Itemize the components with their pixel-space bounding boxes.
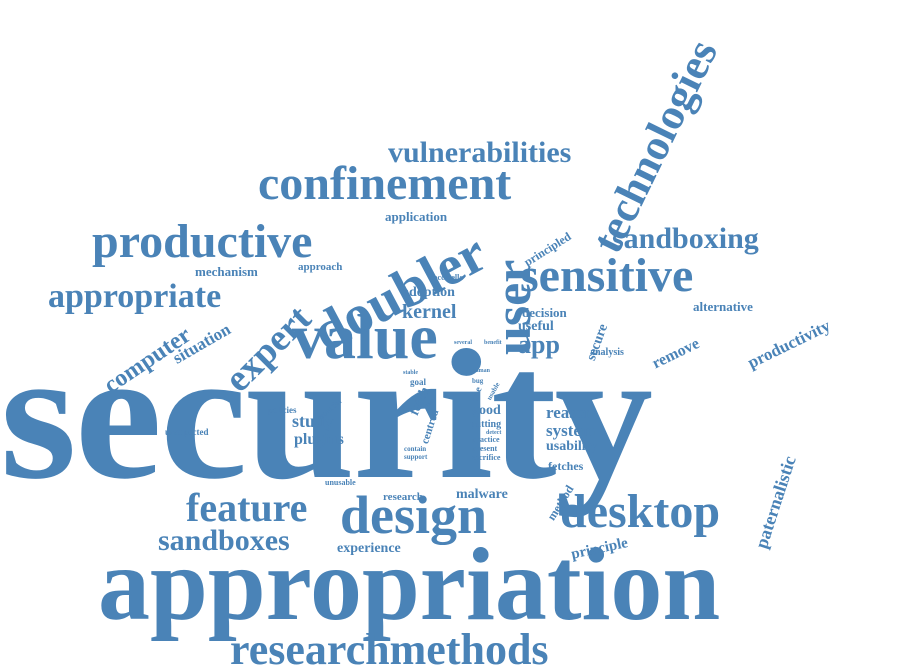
word-detect: detect: [486, 430, 502, 436]
word-appropriation: appropriation: [98, 527, 721, 642]
word-fetches: fetches: [548, 459, 584, 473]
word-malware: malware: [456, 487, 508, 502]
word-experience: experience: [337, 541, 401, 556]
word-contain: contain: [404, 445, 427, 453]
word-coccinelle: coccinelle: [430, 273, 463, 282]
word-appropriate: appropriate: [48, 278, 222, 315]
word-benefit: benefit: [484, 340, 502, 346]
word-policies: policies: [268, 405, 297, 415]
word-unusable: unusable: [325, 478, 356, 487]
word-plugins: plugins: [294, 431, 344, 448]
word-unexpected: unexpected: [165, 427, 209, 437]
word-productivity: productivity: [744, 315, 834, 373]
word-app: app: [518, 330, 560, 359]
word-practice: practice: [472, 435, 500, 444]
word-decision: decision: [522, 305, 567, 320]
word-bug: bug: [472, 377, 484, 385]
word-paternalistic: paternalistic: [751, 453, 800, 551]
word-researchmethods: researchmethods: [230, 625, 549, 671]
word-sacrifice: sacrifice: [472, 453, 501, 462]
word-sandboxes: sandboxes: [158, 524, 290, 557]
word-application: application: [385, 209, 448, 224]
word-goal: goal: [410, 377, 427, 387]
word-desktop: desktop: [560, 485, 721, 538]
word-productive: productive: [92, 215, 313, 268]
word-usability: usability: [546, 439, 598, 454]
word-present: present: [472, 444, 498, 453]
word-stable: stable: [403, 370, 418, 376]
word-mechanism: mechanism: [195, 264, 258, 279]
word-design: design: [340, 485, 488, 545]
word-several: several: [454, 340, 472, 346]
word-remove: remove: [649, 335, 703, 373]
word-kernel: kernel: [402, 301, 457, 323]
word-security: security: [0, 312, 653, 518]
word-adoption: adoption: [402, 285, 455, 300]
word-system: system: [546, 421, 596, 440]
word-research: research: [383, 491, 423, 503]
word-confinement: confinement: [258, 157, 512, 210]
word-analysis: analysis: [590, 347, 624, 358]
word-feature: feature: [186, 485, 308, 530]
word-sandboxing: sandboxing: [612, 222, 759, 255]
word-human: human: [472, 368, 491, 374]
word-reason: reason: [546, 403, 594, 422]
word-sensitive: sensitive: [520, 249, 694, 302]
word-vulnerabilities: vulnerabilities: [388, 136, 572, 169]
word-approach: approach: [298, 261, 343, 273]
word-useful: useful: [518, 319, 554, 334]
word-study: study: [292, 411, 335, 431]
word-good: good: [472, 403, 501, 418]
word-value: value: [292, 301, 438, 372]
word-alternative: alternative: [693, 299, 753, 314]
word-support: support: [404, 453, 428, 461]
word-putting: putting: [470, 419, 502, 430]
